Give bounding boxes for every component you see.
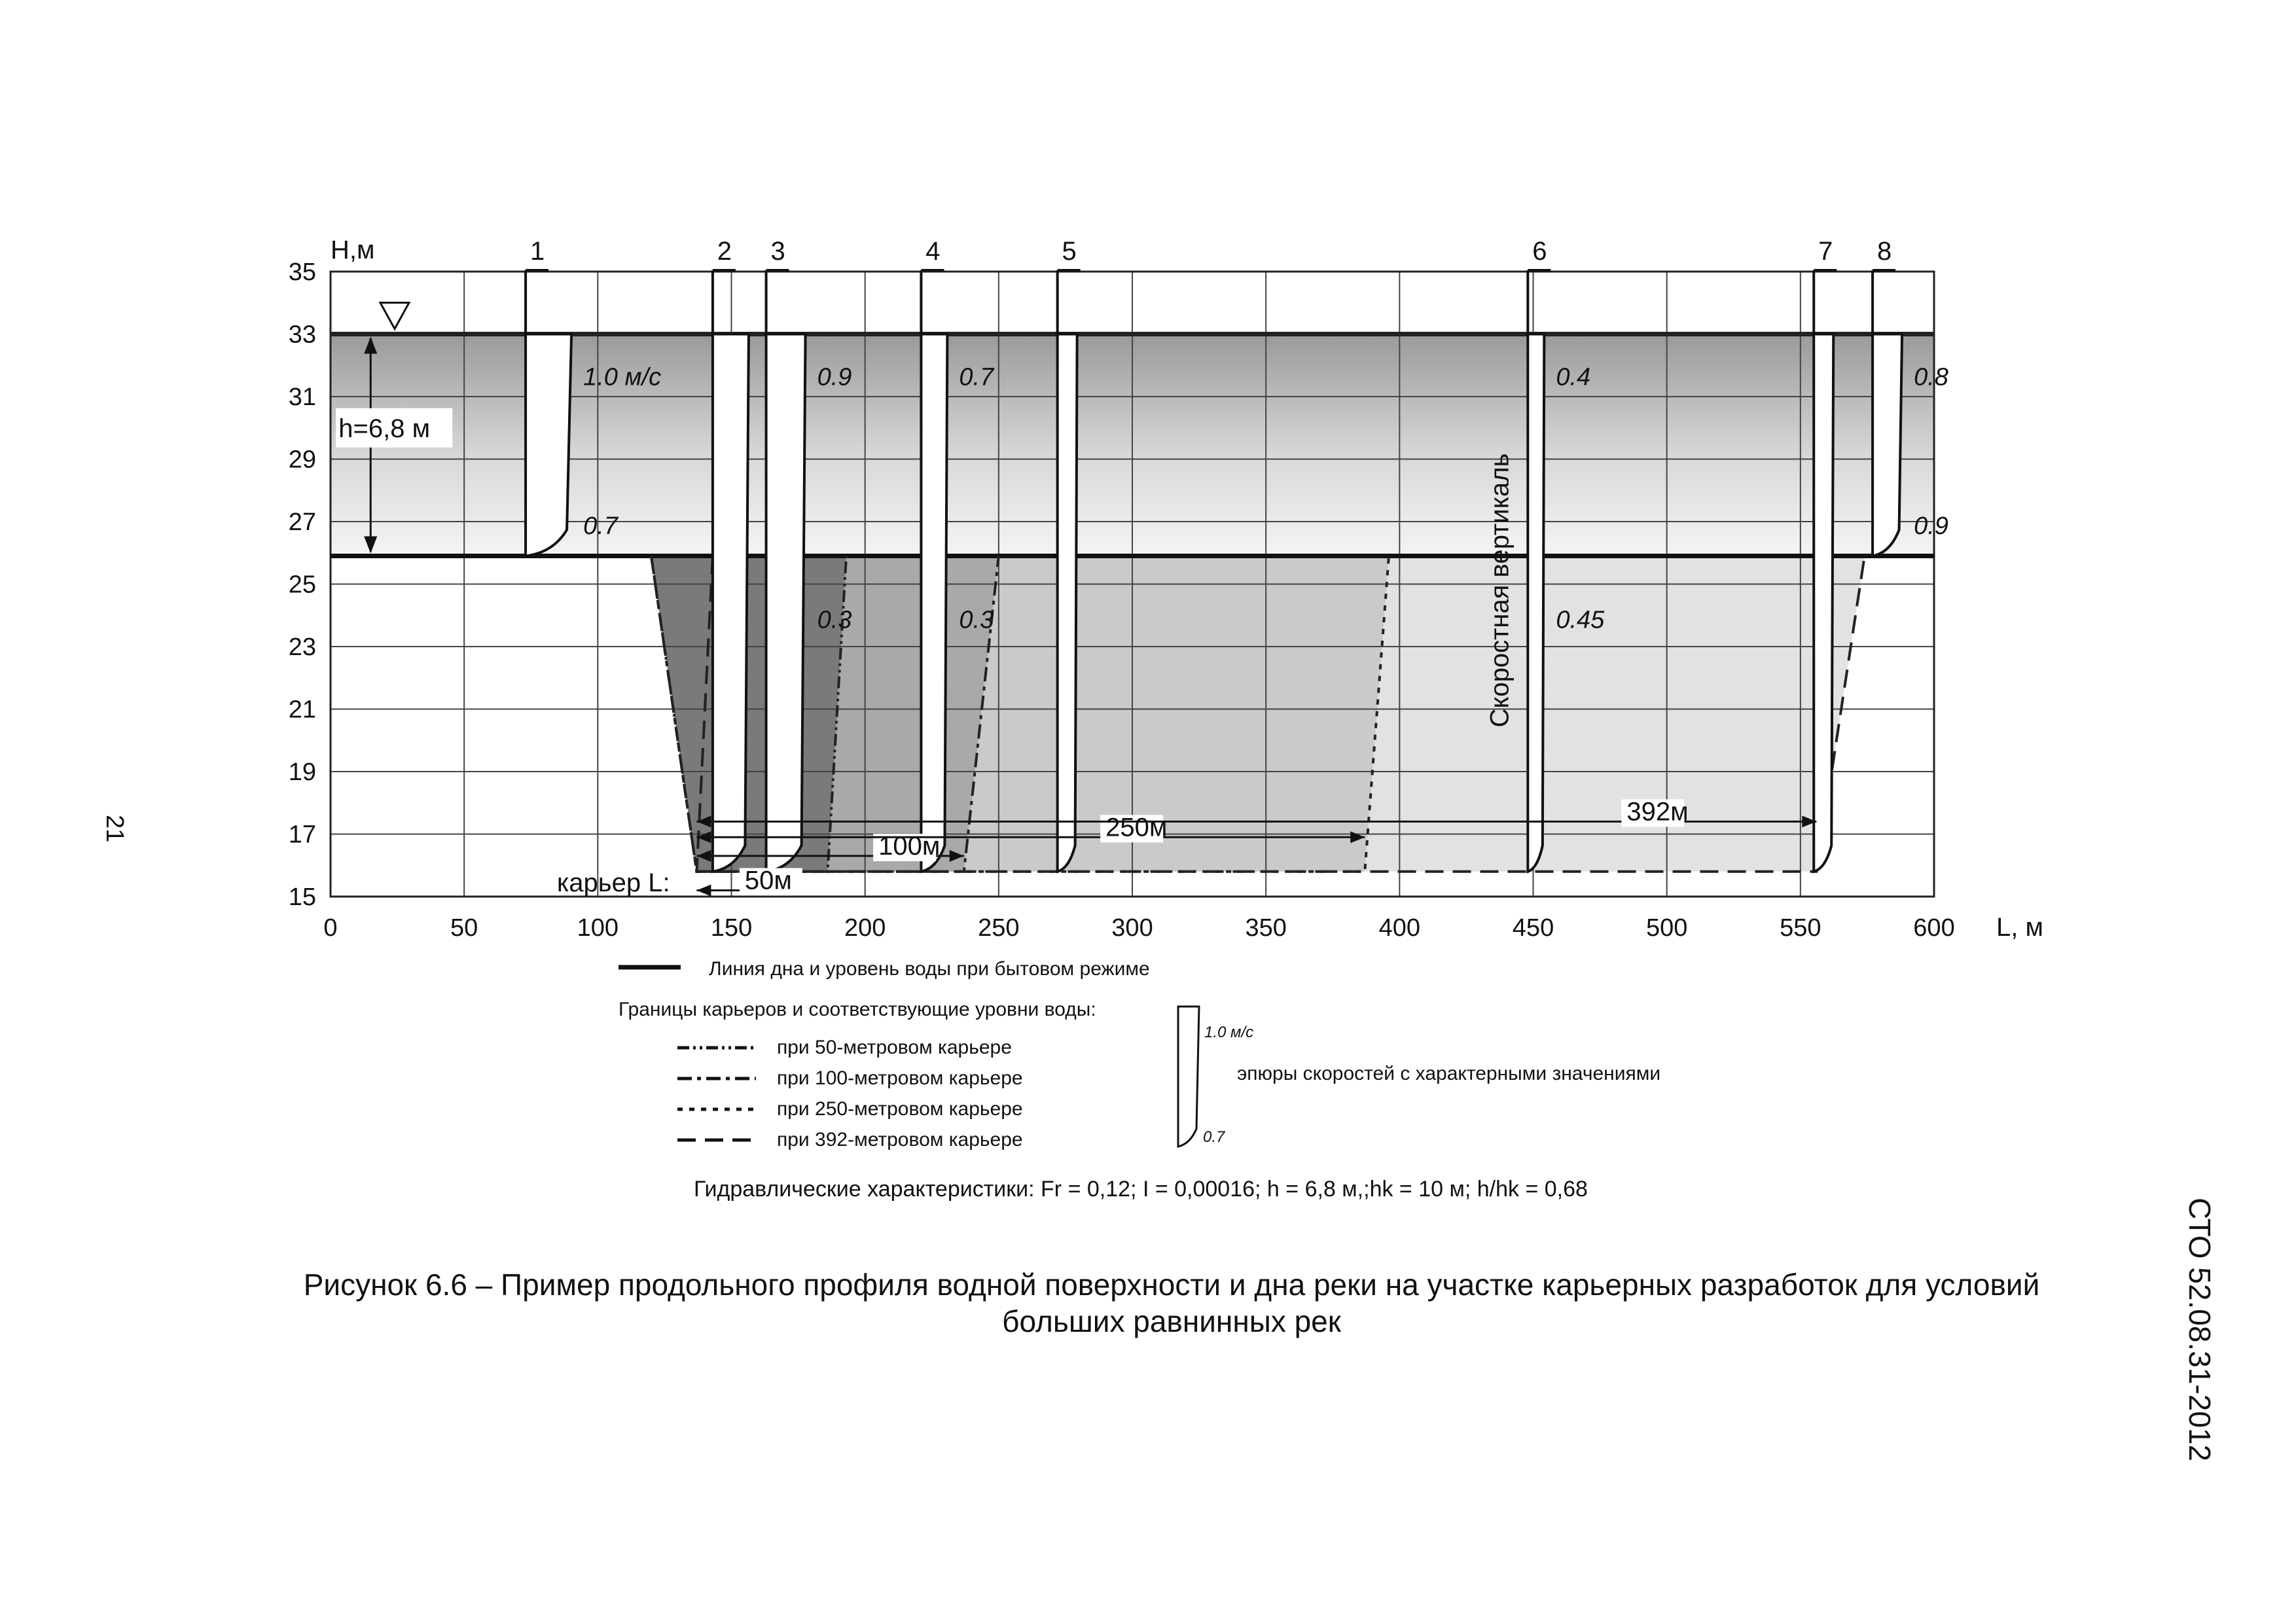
vertical-number-4: 4 <box>925 237 940 266</box>
legend-boundaries-title: Границы карьеров и соответствующие уровн… <box>619 999 1096 1020</box>
depth-arrow-head-top <box>364 336 378 354</box>
length-arrow-tail-1 <box>696 884 711 897</box>
legend-item-2: при 100-метровом карьере <box>777 1067 1023 1089</box>
x-tick-label: 350 <box>1245 914 1286 942</box>
page-number: 21 <box>101 815 128 843</box>
y-tick-label: 15 <box>289 883 316 911</box>
x-tick-label: 150 <box>711 914 752 942</box>
velocity-bottom-label-8: 0.9 <box>1914 512 1948 540</box>
velocity-top-label-3: 0.9 <box>817 364 852 391</box>
velocity-top-label-1: 1.0 м/с <box>583 364 661 391</box>
y-tick-label: 27 <box>289 508 316 536</box>
x-tick-label: 250 <box>978 914 1019 942</box>
legend-item-1: при 50-метровом карьере <box>777 1037 1012 1058</box>
y-tick-label: 29 <box>289 446 316 474</box>
y-tick-label: 33 <box>289 321 316 349</box>
length-label-3: 250м <box>1105 813 1167 842</box>
velocity-profile-3 <box>764 332 807 874</box>
y-tick-label: 31 <box>289 383 316 411</box>
legend-profile <box>1177 1005 1200 1148</box>
x-tick-label: 400 <box>1379 914 1420 942</box>
figure-caption: Рисунок 6.6 – Пример продольного профиля… <box>196 1266 2147 1340</box>
velocity-top-label-4: 0.7 <box>959 364 995 391</box>
vertical-number-2: 2 <box>717 237 732 266</box>
x-tick-label: 500 <box>1646 914 1687 942</box>
legend-profile-text: эпюры скоростей с характерными значениям… <box>1237 1063 1660 1084</box>
vertical-number-3: 3 <box>770 237 785 266</box>
y-tick-label: 19 <box>289 758 316 786</box>
length-arrow-head-4 <box>1802 815 1817 828</box>
x-tick-label: 450 <box>1513 914 1554 942</box>
length-arrow-tail-2 <box>696 849 711 862</box>
velocity-profile-6 <box>1526 332 1546 874</box>
length-label-bg-4 <box>1621 799 1685 827</box>
vertical-number-8: 8 <box>1877 237 1892 266</box>
x-tick-label: 200 <box>844 914 886 942</box>
vertical-number-6: 6 <box>1532 237 1547 266</box>
x-tick-label: 50 <box>450 914 478 942</box>
velocity-profile-7 <box>1812 332 1835 874</box>
length-label-bg-1 <box>739 868 802 896</box>
length-label-2: 100м <box>878 832 940 861</box>
y-tick-label: 25 <box>289 571 316 599</box>
vertical-number-7: 7 <box>1818 237 1833 266</box>
y-tick-label: 17 <box>289 821 316 849</box>
velocity-profile-5 <box>1056 332 1079 874</box>
legend-profile-top: 1.0 м/с <box>1204 1024 1253 1041</box>
length-label-bg-3 <box>1100 815 1164 843</box>
caption-line-1: Рисунок 6.6 – Пример продольного профиля… <box>303 1268 2040 1302</box>
x-tick-label: 300 <box>1111 914 1153 942</box>
length-arrow-head-2 <box>949 849 964 862</box>
depth-label-bg <box>336 408 453 448</box>
x-axis-title: L, м <box>1996 913 2043 942</box>
legend-natural-text: Линия дна и уровень воды при бытовом реж… <box>709 958 1150 980</box>
quarry-boundary-4 <box>695 556 1866 873</box>
x-tick-label: 550 <box>1780 914 1821 942</box>
water-level-marker <box>378 302 411 331</box>
plot-frame <box>329 270 1935 898</box>
velocity-profile-2 <box>711 332 750 874</box>
depth-label: h=6,8 м <box>338 414 430 443</box>
depth-arrow-head-bottom <box>364 536 378 554</box>
velocity-bottom-label-6: 0.45 <box>1556 606 1605 633</box>
length-label-1: 50м <box>745 866 792 895</box>
y-tick-label: 23 <box>289 633 316 661</box>
quarry-fill-1 <box>651 556 847 872</box>
length-arrow-head-3 <box>1350 831 1365 844</box>
length-arrow-tail-3 <box>696 831 711 844</box>
velocity-profile-4 <box>920 332 949 874</box>
legend-item-3: при 250-метровом карьере <box>777 1098 1023 1120</box>
vertical-number-1: 1 <box>530 237 545 266</box>
y-axis-title: Н,м <box>331 236 375 264</box>
x-tick-label: 100 <box>577 914 619 942</box>
hydraulics-text: Гидравлические характеристики: Fr = 0,12… <box>694 1177 1588 1202</box>
x-tick-label: 600 <box>1913 914 1954 942</box>
length-arrow-tail-4 <box>696 815 711 828</box>
velocity-bottom-label-1: 0.7 <box>583 512 619 540</box>
standard-number: СТО 52.08.31-2012 <box>2183 1198 2217 1461</box>
y-tick-label: 21 <box>289 696 316 724</box>
velocity-bottom-label-3: 0.3 <box>817 606 852 633</box>
legend-profile-bottom: 0.7 <box>1203 1128 1226 1146</box>
length-label-bg-2 <box>873 833 937 861</box>
vertical-caption: Скоростная вертикаль <box>1485 454 1514 728</box>
vertical-number-5: 5 <box>1062 237 1077 266</box>
velocity-profile-8 <box>1871 332 1904 558</box>
legend-item-4: при 392-метровом карьере <box>777 1129 1023 1150</box>
velocity-top-label-8: 0.8 <box>1914 364 1948 391</box>
quarry-label: карьер L: <box>557 868 670 897</box>
caption-line-2: больших равнинных рек <box>1002 1304 1341 1338</box>
x-tick-label: 0 <box>323 914 337 942</box>
velocity-top-label-6: 0.4 <box>1556 364 1590 391</box>
y-tick-label: 35 <box>289 259 316 286</box>
velocity-bottom-label-4: 0.3 <box>959 606 994 633</box>
length-label-4: 392м <box>1626 797 1688 826</box>
velocity-profile-1 <box>524 332 573 558</box>
